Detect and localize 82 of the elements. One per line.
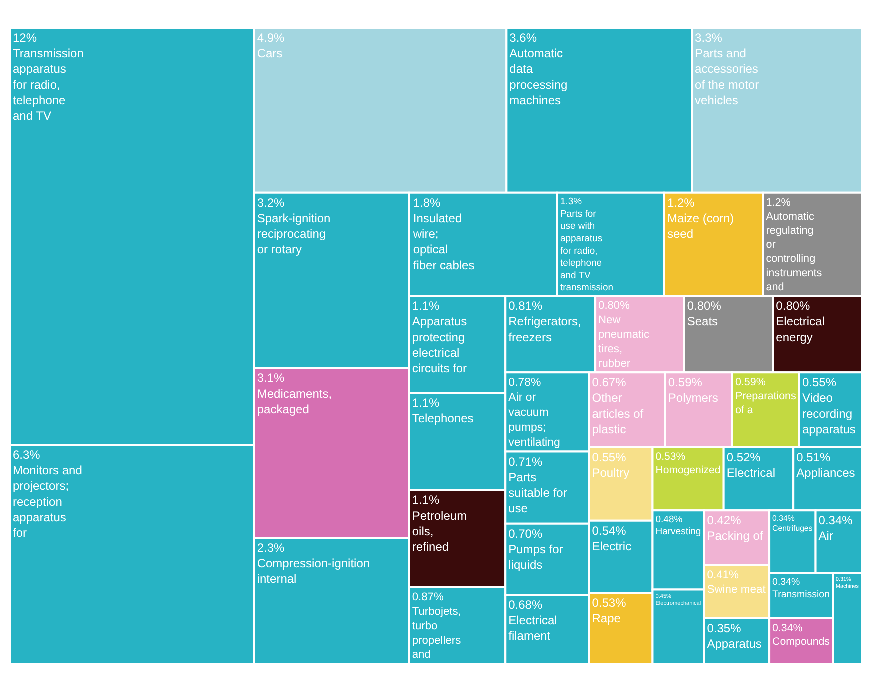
data-label: 0.34% — [772, 622, 804, 634]
category-label: Harvesting — [656, 526, 702, 538]
category-label: Telephones — [412, 412, 474, 426]
category-label: Apparatus — [707, 637, 762, 652]
category-label: Other articles of plastic — [592, 391, 644, 436]
category-label: Poultry — [592, 466, 630, 480]
data-label: 0.59% — [668, 376, 703, 390]
data-label: 0.34% — [772, 576, 800, 588]
category-label: Electrical energy — [776, 314, 825, 344]
category-label: Apparatus protecting electrical circuits for — [412, 314, 468, 376]
data-label: 0.78% — [508, 377, 542, 390]
category-label: Appliances — [796, 466, 856, 480]
data-label: 1.3% — [560, 196, 583, 208]
data-label: 1.1% — [412, 396, 440, 410]
category-label: Automatic data processing machines — [510, 46, 568, 108]
data-label: 0.41% — [707, 570, 740, 582]
data-label: 3.1% — [257, 371, 286, 386]
category-label: Seats — [687, 314, 718, 329]
data-label: 0.53% — [592, 596, 627, 610]
data-label: 1.2% — [766, 196, 792, 209]
category-label: Maize (corn) seed — [667, 212, 734, 242]
category-label: Electrical — [726, 466, 776, 480]
data-label: 0.70% — [508, 526, 543, 541]
data-label: 2.3% — [257, 541, 286, 556]
data-label: 0.80% — [598, 300, 630, 312]
data-label: 4.9% — [257, 31, 286, 45]
data-label: 1.1% — [412, 493, 440, 508]
category-label: Homogenized — [656, 464, 721, 477]
category-label: Parts suitable for use — [508, 470, 568, 516]
category-label: Refrigerators, freezers — [508, 314, 582, 344]
data-label: 0.59% — [735, 376, 766, 388]
category-label: Transmission — [772, 590, 830, 601]
category-label: Swine meat — [707, 584, 767, 596]
data-label: 0.55% — [592, 450, 627, 464]
category-label: Monitors and projectors; reception apparatus for — [13, 464, 82, 540]
data-label: 1.1% — [412, 299, 440, 314]
category-label: Compression-ignition internal — [257, 556, 370, 586]
category-label: Air or vacuum pumps; ventilating — [508, 392, 560, 449]
category-label: Video recording apparatus — [802, 391, 856, 436]
category-label: Preparations of a — [735, 390, 796, 416]
category-label: Turbojets, turbo propellers and — [412, 606, 462, 662]
category-label: Petroleum oils, refined — [412, 508, 468, 554]
data-label: 12% — [13, 31, 38, 45]
data-label: 1.8% — [413, 196, 442, 210]
category-label: Pumps for liquids — [508, 542, 564, 572]
category-label: Medicaments, packaged — [257, 386, 332, 416]
category-label: Electrical filament — [508, 614, 558, 644]
category-label: Packing of — [707, 529, 764, 544]
data-label: 0.68% — [508, 598, 543, 612]
data-label: 0.34% — [818, 514, 854, 528]
category-label: Parts and accessories of the motor vehicles — [695, 46, 760, 108]
data-label: 0.53% — [656, 450, 686, 463]
data-label: 0.80% — [687, 299, 722, 314]
category-label: Spark-ignition reciprocating or rotary — [257, 212, 331, 257]
category-label: Insulated wire; optical fiber cables — [412, 212, 475, 272]
data-label: 0.51% — [796, 450, 831, 464]
data-label: 0.42% — [707, 514, 742, 528]
data-label: 3.3% — [695, 31, 723, 45]
category-label: Air — [818, 529, 834, 544]
category-label: Cars — [257, 46, 283, 61]
data-label: 0.52% — [726, 450, 762, 464]
data-label: 1.2% — [667, 196, 696, 210]
data-label: 3.6% — [510, 31, 538, 45]
category-label: Transmission apparatus for radio, telephone and TV — [13, 46, 84, 123]
data-label: 0.67% — [592, 376, 627, 390]
category-label: Compounds — [772, 636, 830, 648]
category-label: Automatic regulating or controlling instruments and — [766, 210, 823, 294]
data-label: 0.55% — [802, 376, 837, 390]
data-label: 0.54% — [592, 524, 627, 538]
data-label: 3.2% — [257, 196, 286, 210]
category-label: Rape — [592, 612, 622, 626]
data-label: 0.87% — [412, 591, 444, 604]
data-label: 6.3% — [13, 448, 41, 462]
category-label: Electric — [592, 539, 632, 554]
data-label: 0.81% — [508, 299, 543, 314]
data-label: 0.35% — [707, 622, 742, 636]
data-label: 0.48% — [656, 514, 684, 526]
category-label: Polymers — [668, 391, 718, 406]
data-label: 0.71% — [508, 454, 543, 469]
data-label: 0.80% — [776, 299, 811, 314]
category-label: Parts for use with apparatus for radio, telephone and TV transmission — [560, 208, 614, 294]
category-label: New pneumatic tires, rubber — [598, 314, 650, 370]
